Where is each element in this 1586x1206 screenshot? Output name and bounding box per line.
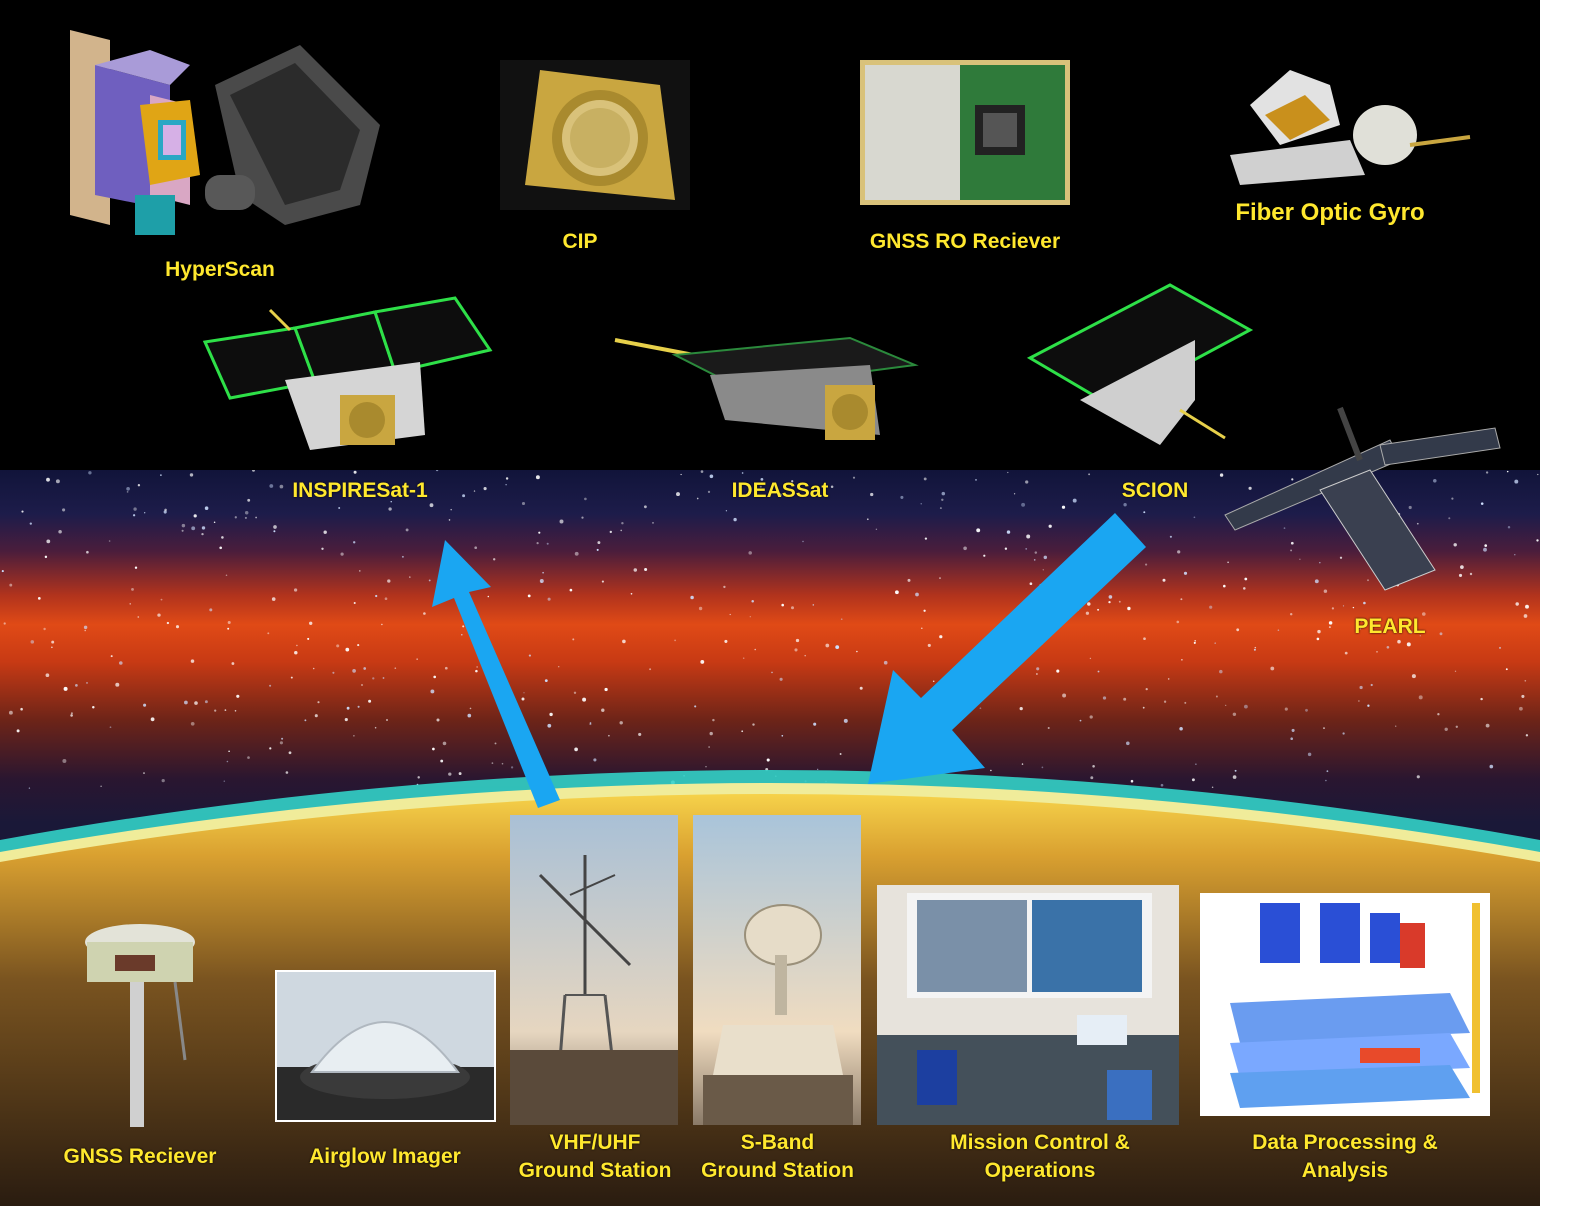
data-flow-arrows <box>432 513 1146 808</box>
downlink-arrow <box>868 513 1146 784</box>
mission-control-label-line1: Mission Control & <box>950 1131 1130 1154</box>
gnss-ro-receiver-image <box>860 60 1070 205</box>
pearl-image <box>1224 406 1501 591</box>
gnss-receiver-image <box>85 924 195 1127</box>
cip-label: CIP <box>562 230 598 253</box>
s-band-label: S-Band Ground Station <box>685 1129 870 1185</box>
cip-image <box>500 60 690 210</box>
gnss-ro-label: GNSS RO Reciever <box>869 230 1061 253</box>
hyperscan-image <box>70 30 380 235</box>
ideassat-image <box>614 336 919 440</box>
fiber-optic-gyro-image <box>1230 70 1471 185</box>
vhf-uhf-label-line1: VHF/UHF <box>549 1131 641 1154</box>
vhf-uhf-ground-station-image <box>510 815 678 1125</box>
s-band-label-line2: Ground Station <box>701 1159 854 1182</box>
scion-image <box>1026 283 1254 445</box>
fiber-optic-gyro-label: Fiber Optic Gyro <box>1235 199 1425 226</box>
mission-control-label: Mission Control & Operations <box>930 1129 1150 1185</box>
inspiresat-image <box>202 296 493 450</box>
vhf-uhf-label: VHF/UHF Ground Station <box>500 1129 690 1185</box>
s-band-ground-station-image <box>693 815 861 1125</box>
airglow-imager-image <box>275 970 496 1122</box>
mission-control-image <box>877 885 1179 1125</box>
data-processing-label-line2: Analysis <box>1301 1159 1389 1182</box>
s-band-label-line1: S-Band <box>740 1131 815 1154</box>
hyperscan-label: HyperScan <box>165 258 275 281</box>
ideassat-label: IDEASSat <box>731 479 829 502</box>
data-processing-image <box>1200 893 1490 1116</box>
inspiresat-label: INSPIRESat-1 <box>292 479 428 502</box>
uplink-arrow <box>432 540 560 808</box>
vhf-uhf-label-line2: Ground Station <box>518 1159 672 1182</box>
data-processing-label: Data Processing & Analysis <box>1235 1129 1455 1185</box>
airglow-imager-label: Airglow Imager <box>309 1145 461 1168</box>
scion-label: SCION <box>1121 479 1189 502</box>
gnss-receiver-label: GNSS Reciever <box>63 1145 217 1168</box>
pearl-label: PEARL <box>1354 615 1426 638</box>
mission-control-label-line2: Operations <box>984 1159 1096 1182</box>
data-processing-label-line1: Data Processing & <box>1252 1131 1438 1154</box>
